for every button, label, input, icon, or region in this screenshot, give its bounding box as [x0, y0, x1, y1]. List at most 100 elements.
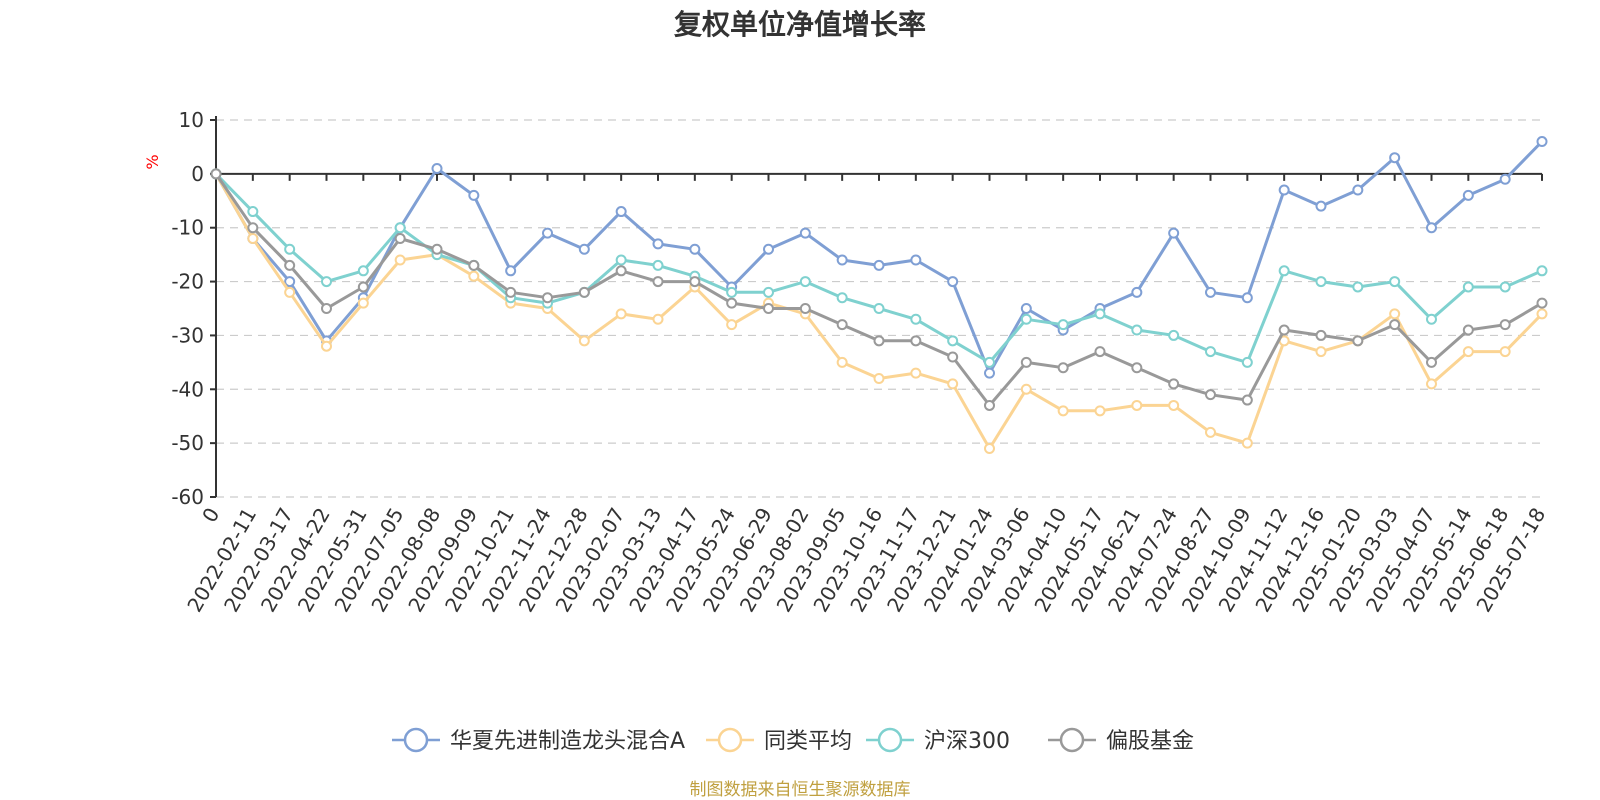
legend-item-1[interactable]: 同类平均: [706, 727, 852, 754]
y-tick-label: -40: [171, 377, 204, 401]
y-tick-label: 10: [179, 108, 204, 132]
data-point: [1205, 346, 1216, 358]
data-point: [984, 356, 995, 368]
data-point: [1426, 356, 1437, 368]
data-point: [726, 286, 738, 298]
data-point: [947, 335, 959, 347]
data-point: [1389, 308, 1401, 320]
data-point: [873, 259, 885, 271]
data-point: [1315, 346, 1327, 358]
data-point: [763, 303, 774, 314]
data-point: [763, 286, 774, 298]
data-point: [284, 243, 296, 255]
data-point: [468, 270, 480, 282]
data-point: [1536, 297, 1548, 309]
data-point: [615, 308, 627, 320]
data-point: [1499, 281, 1511, 293]
data-point: [836, 292, 848, 304]
data-point: [910, 313, 922, 325]
data-point: [947, 276, 959, 288]
data-point: [1352, 184, 1364, 196]
legend-item-3[interactable]: 偏股基金: [1048, 727, 1194, 754]
data-point: [1462, 281, 1474, 293]
data-point: [1168, 399, 1180, 411]
data-point: [578, 335, 590, 347]
data-point: [763, 243, 774, 255]
data-point: [799, 227, 811, 239]
data-point: [321, 303, 332, 314]
data-point: [1241, 437, 1253, 449]
legend-marker: [1059, 727, 1085, 753]
data-point: [726, 319, 738, 331]
data-point: [321, 276, 332, 288]
data-point: [873, 303, 885, 314]
data-point: [836, 319, 848, 331]
data-point: [689, 276, 701, 288]
data-point: [1241, 394, 1253, 406]
data-point: [1389, 152, 1401, 164]
data-point: [1057, 405, 1069, 417]
data-point: [615, 265, 627, 277]
data-point: [1499, 346, 1511, 358]
data-point: [1241, 356, 1253, 368]
data-point: [1462, 324, 1474, 336]
data-point: [1536, 265, 1548, 277]
y-axis-unit: %: [143, 154, 162, 169]
data-point: [1426, 222, 1437, 234]
data-point: [984, 443, 995, 455]
data-point: [984, 367, 995, 379]
data-point: [799, 276, 811, 288]
data-point: [468, 189, 480, 201]
data-point: [1094, 405, 1106, 417]
data-point: [394, 254, 406, 266]
data-point: [1131, 362, 1143, 374]
data-point: [1168, 329, 1180, 341]
data-point: [1315, 200, 1327, 212]
axes: 100-10-20-30-40-50-6002022-02-112022-03-…: [171, 108, 1550, 616]
data-point: [1426, 313, 1437, 325]
data-point: [799, 303, 811, 314]
data-point: [1462, 189, 1474, 201]
data-point: [468, 259, 480, 271]
data-point: [1278, 265, 1290, 277]
data-point: [357, 265, 369, 277]
data-point: [1315, 276, 1327, 288]
data-point: [615, 206, 627, 218]
data-point: [652, 313, 664, 325]
data-point: [578, 286, 590, 298]
series-line: [214, 173, 1543, 407]
data-point: [1278, 184, 1290, 196]
data-point: [726, 297, 738, 309]
legend-marker: [717, 727, 743, 753]
x-tick-label: 0: [197, 504, 224, 527]
data-point: [284, 259, 296, 271]
data-point: [284, 286, 296, 298]
data-point: [1499, 173, 1511, 185]
data-point: [505, 265, 517, 277]
data-point: [615, 254, 627, 266]
y-tick-label: -20: [171, 270, 204, 294]
data-point: [321, 340, 332, 352]
legend[interactable]: 华夏先进制造龙头混合A 同类平均 沪深300 偏股基金: [392, 727, 1194, 754]
data-point: [1426, 378, 1437, 390]
data-point: [247, 222, 259, 234]
y-tick-label: -60: [171, 485, 204, 509]
data-point: [1536, 308, 1548, 320]
data-point: [873, 373, 885, 385]
chart-title: 复权单位净值增长率: [674, 8, 926, 41]
data-point: [357, 297, 369, 309]
data-point: [1315, 329, 1327, 341]
legend-item-2[interactable]: 沪深300: [866, 727, 1010, 754]
data-point: [578, 243, 590, 255]
data-point: [505, 286, 517, 298]
data-point: [1352, 335, 1364, 347]
y-tick-label: 0: [191, 162, 204, 186]
y-tick-label: -50: [171, 431, 204, 455]
legend-item-0[interactable]: 华夏先进制造龙头混合A: [392, 727, 685, 754]
data-point: [910, 367, 922, 379]
data-point: [1057, 319, 1069, 331]
data-point: [1352, 281, 1364, 293]
data-point: [873, 335, 885, 347]
series-0: [210, 136, 1548, 379]
data-point: [247, 232, 259, 244]
